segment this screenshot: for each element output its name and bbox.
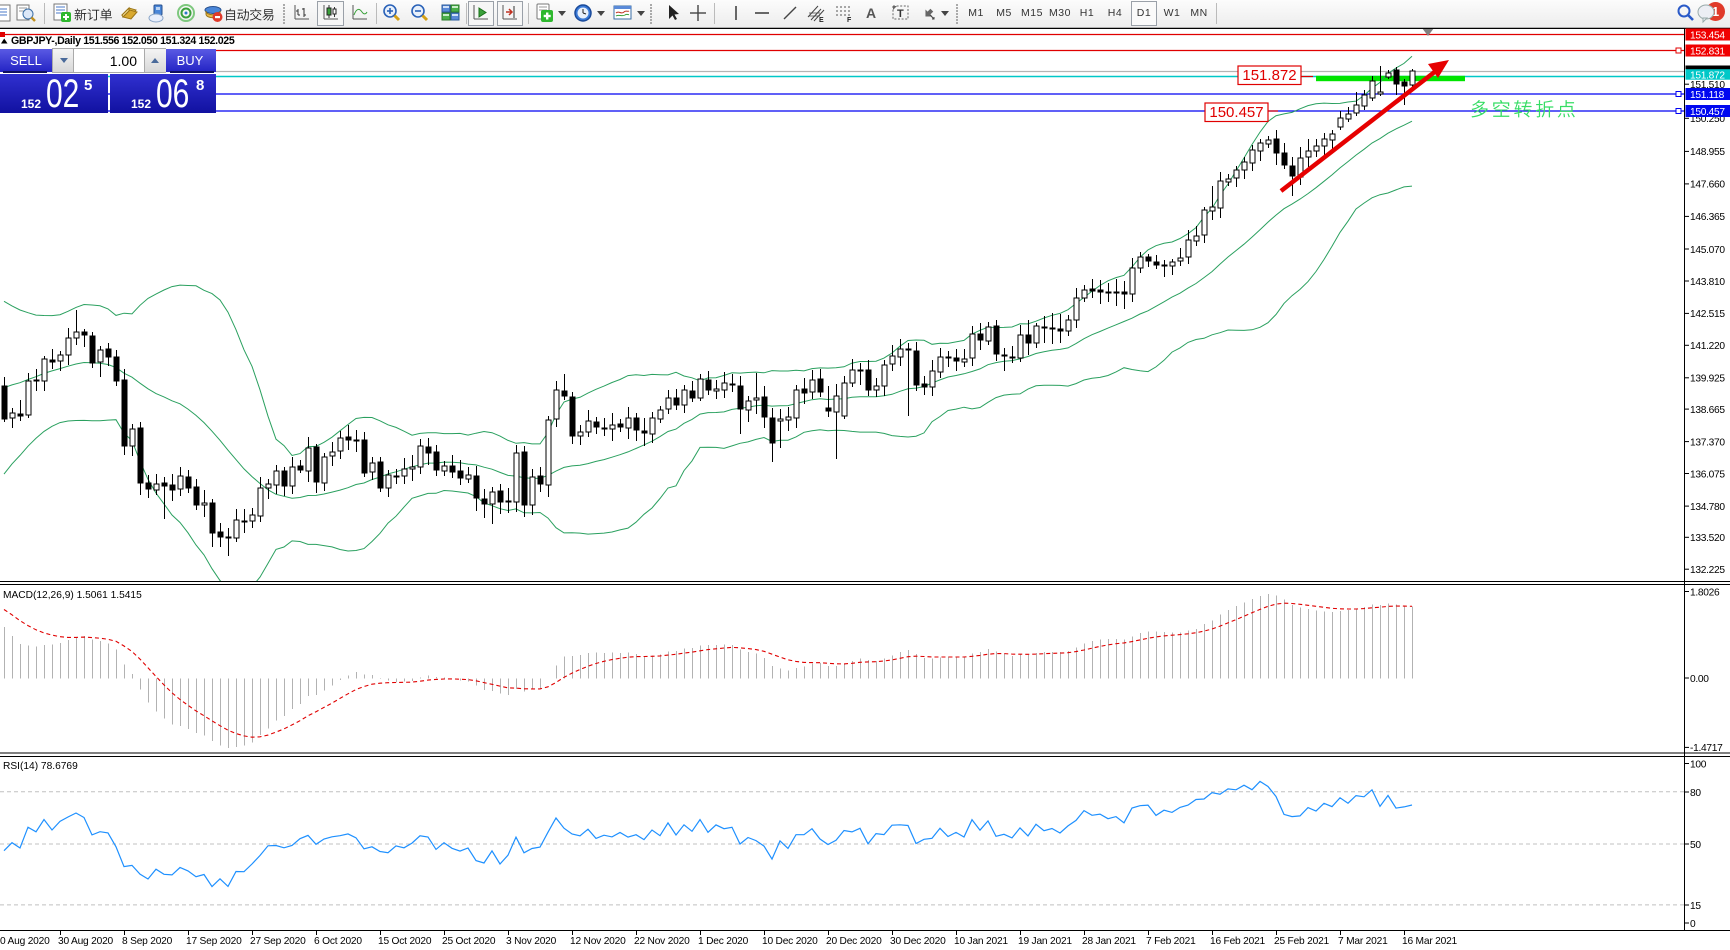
svg-text:-1.4717: -1.4717	[1690, 743, 1723, 754]
svg-text:151.118: 151.118	[1690, 90, 1725, 101]
svg-text:50: 50	[1690, 840, 1701, 851]
svg-text:148.955: 148.955	[1690, 147, 1725, 158]
svg-text:12 Nov 2020: 12 Nov 2020	[570, 936, 626, 947]
svg-text:150.457: 150.457	[1690, 107, 1725, 118]
svg-text:25 Feb 2021: 25 Feb 2021	[1274, 936, 1330, 947]
svg-text:20 Dec 2020: 20 Dec 2020	[826, 936, 882, 947]
svg-text:E: E	[819, 17, 824, 23]
svg-text:15: 15	[1690, 901, 1701, 912]
svg-text:134.780: 134.780	[1690, 502, 1725, 513]
svg-text:132.225: 132.225	[1690, 565, 1725, 576]
svg-text:30 Aug 2020: 30 Aug 2020	[58, 936, 114, 947]
svg-text:80: 80	[1690, 788, 1701, 799]
svg-text:146.365: 146.365	[1690, 212, 1725, 223]
svg-text:151.872: 151.872	[1242, 67, 1296, 84]
svg-text:143.810: 143.810	[1690, 277, 1725, 288]
svg-text:136.075: 136.075	[1690, 469, 1725, 480]
svg-text:1 Dec 2020: 1 Dec 2020	[698, 936, 749, 947]
svg-text:22 Nov 2020: 22 Nov 2020	[634, 936, 690, 947]
svg-text:25 Oct 2020: 25 Oct 2020	[442, 936, 496, 947]
svg-text:8 Sep 2020: 8 Sep 2020	[122, 936, 173, 947]
svg-text:15 Oct 2020: 15 Oct 2020	[378, 936, 432, 947]
svg-text:19 Jan 2021: 19 Jan 2021	[1018, 936, 1072, 947]
svg-text:139.925: 139.925	[1690, 374, 1725, 385]
svg-text:153.454: 153.454	[1690, 30, 1725, 41]
svg-text:7 Mar 2021: 7 Mar 2021	[1338, 936, 1388, 947]
svg-text:3 Nov 2020: 3 Nov 2020	[506, 936, 557, 947]
svg-text:1.8026: 1.8026	[1690, 587, 1720, 598]
svg-text:0: 0	[1690, 919, 1696, 930]
svg-text:30 Dec 2020: 30 Dec 2020	[890, 936, 946, 947]
svg-text:F: F	[847, 17, 852, 23]
svg-text:138.665: 138.665	[1690, 405, 1725, 416]
svg-text:7 Feb 2021: 7 Feb 2021	[1146, 936, 1196, 947]
svg-text:100: 100	[1690, 759, 1707, 770]
svg-text:150.250: 150.250	[1690, 114, 1725, 125]
svg-text:10 Jan 2021: 10 Jan 2021	[954, 936, 1008, 947]
svg-text:MACD(12,26,9) 1.5061 1.5415: MACD(12,26,9) 1.5061 1.5415	[3, 590, 142, 601]
svg-text:GBPJPY-,Daily 151.556 152.050: GBPJPY-,Daily 151.556 152.050 151.324 15…	[11, 35, 235, 47]
svg-text:27 Sep 2020: 27 Sep 2020	[250, 936, 306, 947]
svg-text:16 Feb 2021: 16 Feb 2021	[1210, 936, 1266, 947]
svg-text:137.370: 137.370	[1690, 437, 1725, 448]
svg-text:10 Dec 2020: 10 Dec 2020	[762, 936, 818, 947]
svg-text:28 Jan 2021: 28 Jan 2021	[1082, 936, 1136, 947]
svg-text:0 Aug 2020: 0 Aug 2020	[0, 936, 50, 947]
svg-text:6 Oct 2020: 6 Oct 2020	[314, 936, 362, 947]
svg-text:RSI(14) 78.6769: RSI(14) 78.6769	[3, 761, 78, 772]
svg-text:T: T	[897, 8, 904, 20]
svg-text:17 Sep 2020: 17 Sep 2020	[186, 936, 242, 947]
svg-text:0.00: 0.00	[1690, 674, 1709, 685]
svg-text:133.520: 133.520	[1690, 533, 1725, 544]
svg-text:145.070: 145.070	[1690, 245, 1725, 256]
svg-text:141.220: 141.220	[1690, 341, 1725, 352]
svg-text:147.660: 147.660	[1690, 180, 1725, 191]
svg-text:150.457: 150.457	[1209, 104, 1263, 121]
svg-text:142.515: 142.515	[1690, 309, 1725, 320]
svg-text:151.510: 151.510	[1690, 80, 1725, 91]
svg-text:152.831: 152.831	[1690, 46, 1725, 57]
svg-text:151.872: 151.872	[1690, 70, 1725, 81]
svg-text:16 Mar 2021: 16 Mar 2021	[1402, 936, 1458, 947]
